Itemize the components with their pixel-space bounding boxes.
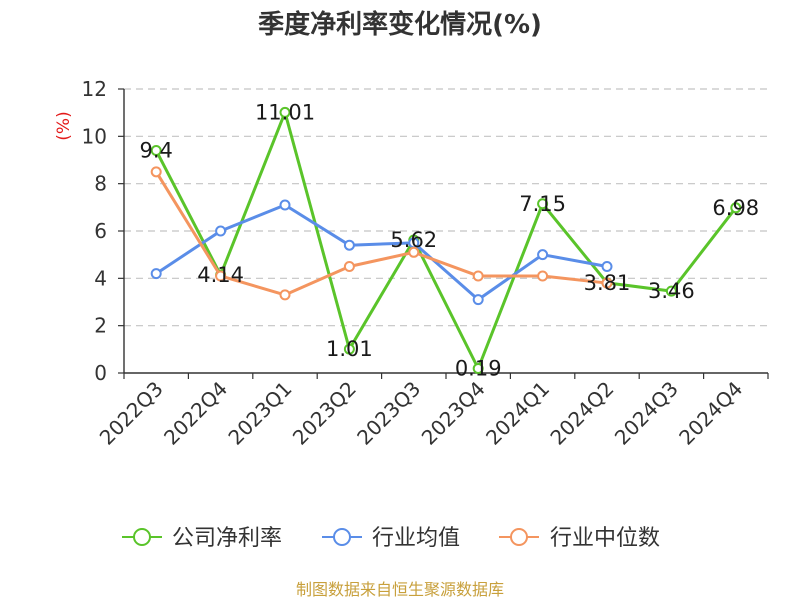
y-axis-ticks: 0 2 4 6 8 10 12 (82, 77, 124, 385)
company-net-margin-data-label: 4.14 (197, 263, 244, 287)
industry-median-point[interactable] (279, 289, 291, 301)
industry-median-point[interactable] (537, 270, 549, 282)
y-tick-label: 10 (82, 124, 107, 148)
company-net-margin-data-label: 1.01 (326, 337, 373, 361)
y-tick-label: 2 (94, 314, 107, 338)
company-net-margin-line (154, 110, 737, 371)
industry-median-line (154, 171, 608, 297)
legend-label: 公司净利率 (172, 526, 282, 551)
industry-average-point[interactable] (343, 239, 355, 251)
company-net-margin-data-label: 6.98 (712, 196, 759, 220)
company-net-margin-point[interactable] (472, 363, 484, 375)
company-net-margin-point[interactable] (150, 145, 162, 157)
data-labels: 9.4 4.14 11.01 1.01 5.62 0.19 7.15 3.81 3.46 6.98 (139, 100, 759, 380)
x-tick-label: 2023Q2 (288, 377, 361, 450)
industry-median-point[interactable] (215, 270, 227, 282)
legend-item-industry-average[interactable]: 行业均值 (322, 526, 460, 551)
legend-circle-symbol (333, 528, 351, 546)
industry-average-point[interactable] (279, 199, 291, 211)
company-net-margin-data-label: 9.4 (139, 139, 172, 163)
company-net-margin-point[interactable] (665, 285, 677, 297)
x-tick-label: 2024Q2 (545, 377, 618, 450)
industry-average-series (150, 199, 613, 306)
x-tick-label: 2024Q1 (481, 377, 554, 450)
legend-circle-symbol (510, 528, 528, 546)
company-net-margin-data-label: 11.01 (255, 100, 315, 124)
data-source-footer: 制图数据来自恒生聚源数据库 (296, 580, 504, 599)
legend: 公司净利率 行业均值 行业中位数 (122, 526, 660, 551)
x-tick-label: 2023Q1 (223, 377, 296, 450)
company-net-margin-data-label: 7.15 (519, 192, 566, 216)
industry-average-point[interactable] (215, 225, 227, 237)
x-tick-label: 2024Q4 (674, 377, 747, 450)
company-net-margin-data-label: 3.81 (584, 271, 631, 295)
industry-median-series (150, 166, 613, 301)
company-net-margin-point[interactable] (730, 202, 742, 214)
industry-median-point[interactable] (601, 277, 613, 289)
y-tick-label: 12 (82, 77, 107, 101)
company-net-margin-data-label: 5.62 (390, 228, 437, 252)
industry-average-point[interactable] (472, 294, 484, 306)
legend-circle-symbol (133, 528, 151, 546)
industry-median-point[interactable] (408, 246, 420, 258)
company-net-margin-point[interactable] (537, 198, 549, 210)
y-tick-label: 6 (94, 219, 107, 243)
x-tick-label: 2024Q3 (610, 377, 683, 450)
legend-item-industry-median[interactable]: 行业中位数 (499, 526, 660, 551)
chart-title: 季度净利率变化情况(%) (258, 9, 542, 40)
y-tick-label: 8 (94, 172, 107, 196)
series-layer (150, 106, 742, 375)
industry-average-point[interactable] (601, 261, 613, 272)
company-net-margin-data-label: 3.46 (648, 279, 695, 303)
y-tick-label: 4 (94, 266, 107, 290)
x-axis-ticks: 2022Q32022Q42023Q12023Q22023Q32023Q42024… (95, 373, 769, 450)
y-axis-label: (%) (54, 111, 74, 140)
industry-average-point[interactable] (537, 249, 549, 261)
legend-label: 行业均值 (372, 526, 460, 551)
x-tick-label: 2023Q3 (352, 377, 425, 450)
x-tick-label: 2023Q4 (417, 377, 490, 450)
x-tick-label: 2022Q3 (95, 377, 168, 450)
y-tick-label: 0 (94, 361, 107, 385)
company-net-margin-series (150, 106, 742, 375)
industry-median-point[interactable] (343, 261, 355, 272)
industry-median-point[interactable] (150, 166, 162, 178)
company-net-margin-data-label: 0.19 (455, 357, 502, 381)
x-tick-label: 2022Q4 (159, 377, 232, 450)
legend-item-company-net-margin[interactable]: 公司净利率 (122, 526, 282, 551)
industry-average-line (155, 203, 608, 302)
company-net-margin-point[interactable] (343, 343, 355, 355)
industry-average-point[interactable] (150, 268, 162, 280)
industry-median-point[interactable] (472, 270, 484, 282)
company-net-margin-point[interactable] (279, 106, 291, 118)
legend-label: 行业中位数 (550, 526, 660, 551)
